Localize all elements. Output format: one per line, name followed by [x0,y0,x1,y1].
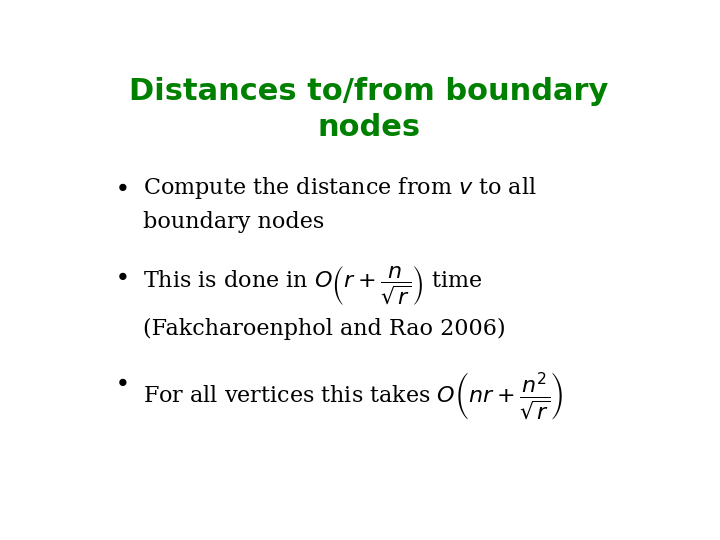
Text: $\bullet$: $\bullet$ [114,175,127,198]
Text: This is done in $O\left(r + \dfrac{n}{\sqrt{r}}\right)$ time
(Fakcharoenphol and: This is done in $O\left(r + \dfrac{n}{\s… [143,265,505,340]
Text: $\bullet$: $\bullet$ [114,370,127,394]
Text: Distances to/from boundary
nodes: Distances to/from boundary nodes [130,77,608,142]
Text: For all vertices this takes $O\left(nr + \dfrac{n^2}{\sqrt{r}}\right)$: For all vertices this takes $O\left(nr +… [143,370,564,421]
Text: Compute the distance from $v$ to all
boundary nodes: Compute the distance from $v$ to all bou… [143,175,537,233]
Text: $\bullet$: $\bullet$ [114,265,127,287]
